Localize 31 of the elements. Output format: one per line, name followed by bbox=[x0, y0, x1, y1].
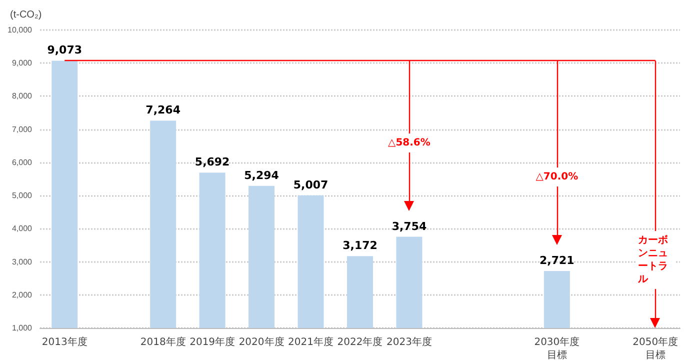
x-tick-label: 2022年度 bbox=[337, 336, 383, 348]
data-label: 9,073 bbox=[47, 44, 82, 57]
data-label: 7,264 bbox=[146, 104, 181, 117]
x-tick-label: 2020年度 bbox=[238, 336, 284, 348]
y-tick-label: 10,000 bbox=[8, 26, 33, 34]
y-tick-label: 4,000 bbox=[12, 224, 33, 234]
y-tick-label: 9,000 bbox=[12, 58, 33, 68]
y-tick-label: 6,000 bbox=[12, 158, 33, 167]
data-label: 3,172 bbox=[342, 239, 378, 252]
data-label: 5,692 bbox=[194, 156, 230, 169]
x-tick-label: 2050年度目標 bbox=[632, 336, 678, 361]
y-tick-label: 8,000 bbox=[12, 92, 33, 101]
x-tick-label: 2019年度 bbox=[190, 336, 236, 348]
y-tick-label: 7,000 bbox=[12, 124, 33, 134]
data-label: 5,007 bbox=[293, 178, 328, 192]
x-tick-label: 2023年度 bbox=[386, 336, 432, 348]
x-tick-label: 2013年度 bbox=[42, 336, 88, 348]
x-tick-label: 2030年度目標 bbox=[534, 336, 580, 361]
x-tick-label: 2018年度 bbox=[140, 336, 186, 348]
y-tick-label: 1,000 bbox=[12, 324, 33, 332]
x-tick-label: 2021年度 bbox=[288, 336, 334, 348]
annotation: △70.0% bbox=[534, 168, 580, 187]
y-tick-label: 5,000 bbox=[12, 191, 33, 200]
y-tick-label: 2,000 bbox=[12, 290, 33, 300]
data-label: 3,754 bbox=[392, 220, 427, 233]
y-tick-label: 3,000 bbox=[12, 257, 33, 266]
data-label: 2,721 bbox=[540, 254, 574, 268]
y-axis-title: (t-CO₂) bbox=[10, 10, 42, 20]
annotation: △58.6% bbox=[386, 133, 432, 152]
annotation: カーボンニュートラル bbox=[636, 231, 675, 289]
data-label: 5,294 bbox=[244, 168, 280, 182]
